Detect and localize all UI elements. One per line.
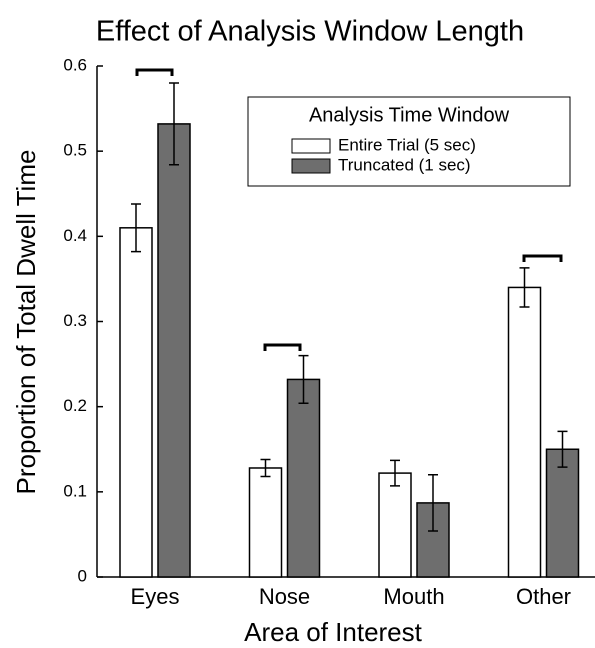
y-tick-label: 0.2 <box>63 396 87 415</box>
error-bar <box>557 430 568 468</box>
error-bar <box>131 203 141 253</box>
legend-title: Analysis Time Window <box>309 104 510 126</box>
y-tick-label: 0.3 <box>63 311 87 330</box>
error-bar <box>390 459 400 487</box>
x-tick-label: Mouth <box>383 584 444 609</box>
y-tick-label: 0.1 <box>63 481 87 500</box>
legend-swatch <box>291 138 331 154</box>
chart-title: Effect of Analysis Window Length <box>96 16 524 48</box>
x-tick-label: Nose <box>259 584 310 609</box>
bar <box>378 472 412 578</box>
x-tick-label: Eyes <box>131 584 180 609</box>
bar <box>248 467 283 578</box>
bar <box>157 123 191 578</box>
x-axis-label: Area of Interest <box>244 617 423 647</box>
bar <box>119 227 153 578</box>
y-tick-label: 0.5 <box>63 141 87 160</box>
bar <box>507 286 542 578</box>
error-bar <box>428 474 438 532</box>
error-bar <box>519 267 530 308</box>
error-bar <box>298 354 309 405</box>
significance-brackets <box>135 68 563 351</box>
error-bar <box>169 82 179 166</box>
x-tick-label: Other <box>516 584 571 609</box>
legend-label: Entire Trial (5 sec) <box>338 135 476 154</box>
y-tick-label: 0.6 <box>63 55 87 74</box>
bar <box>286 378 321 578</box>
y-tick-label: 0 <box>78 566 87 585</box>
error-bar <box>260 458 271 478</box>
bracket <box>263 343 302 351</box>
bracket <box>522 254 563 262</box>
y-axis-label: Proportion of Total Dwell Time <box>11 150 41 495</box>
y-tick-label: 0.4 <box>63 226 87 245</box>
legend-label: Truncated (1 sec) <box>338 155 471 174</box>
legend-swatch <box>291 158 331 174</box>
bar <box>545 448 580 578</box>
bracket <box>135 68 174 76</box>
